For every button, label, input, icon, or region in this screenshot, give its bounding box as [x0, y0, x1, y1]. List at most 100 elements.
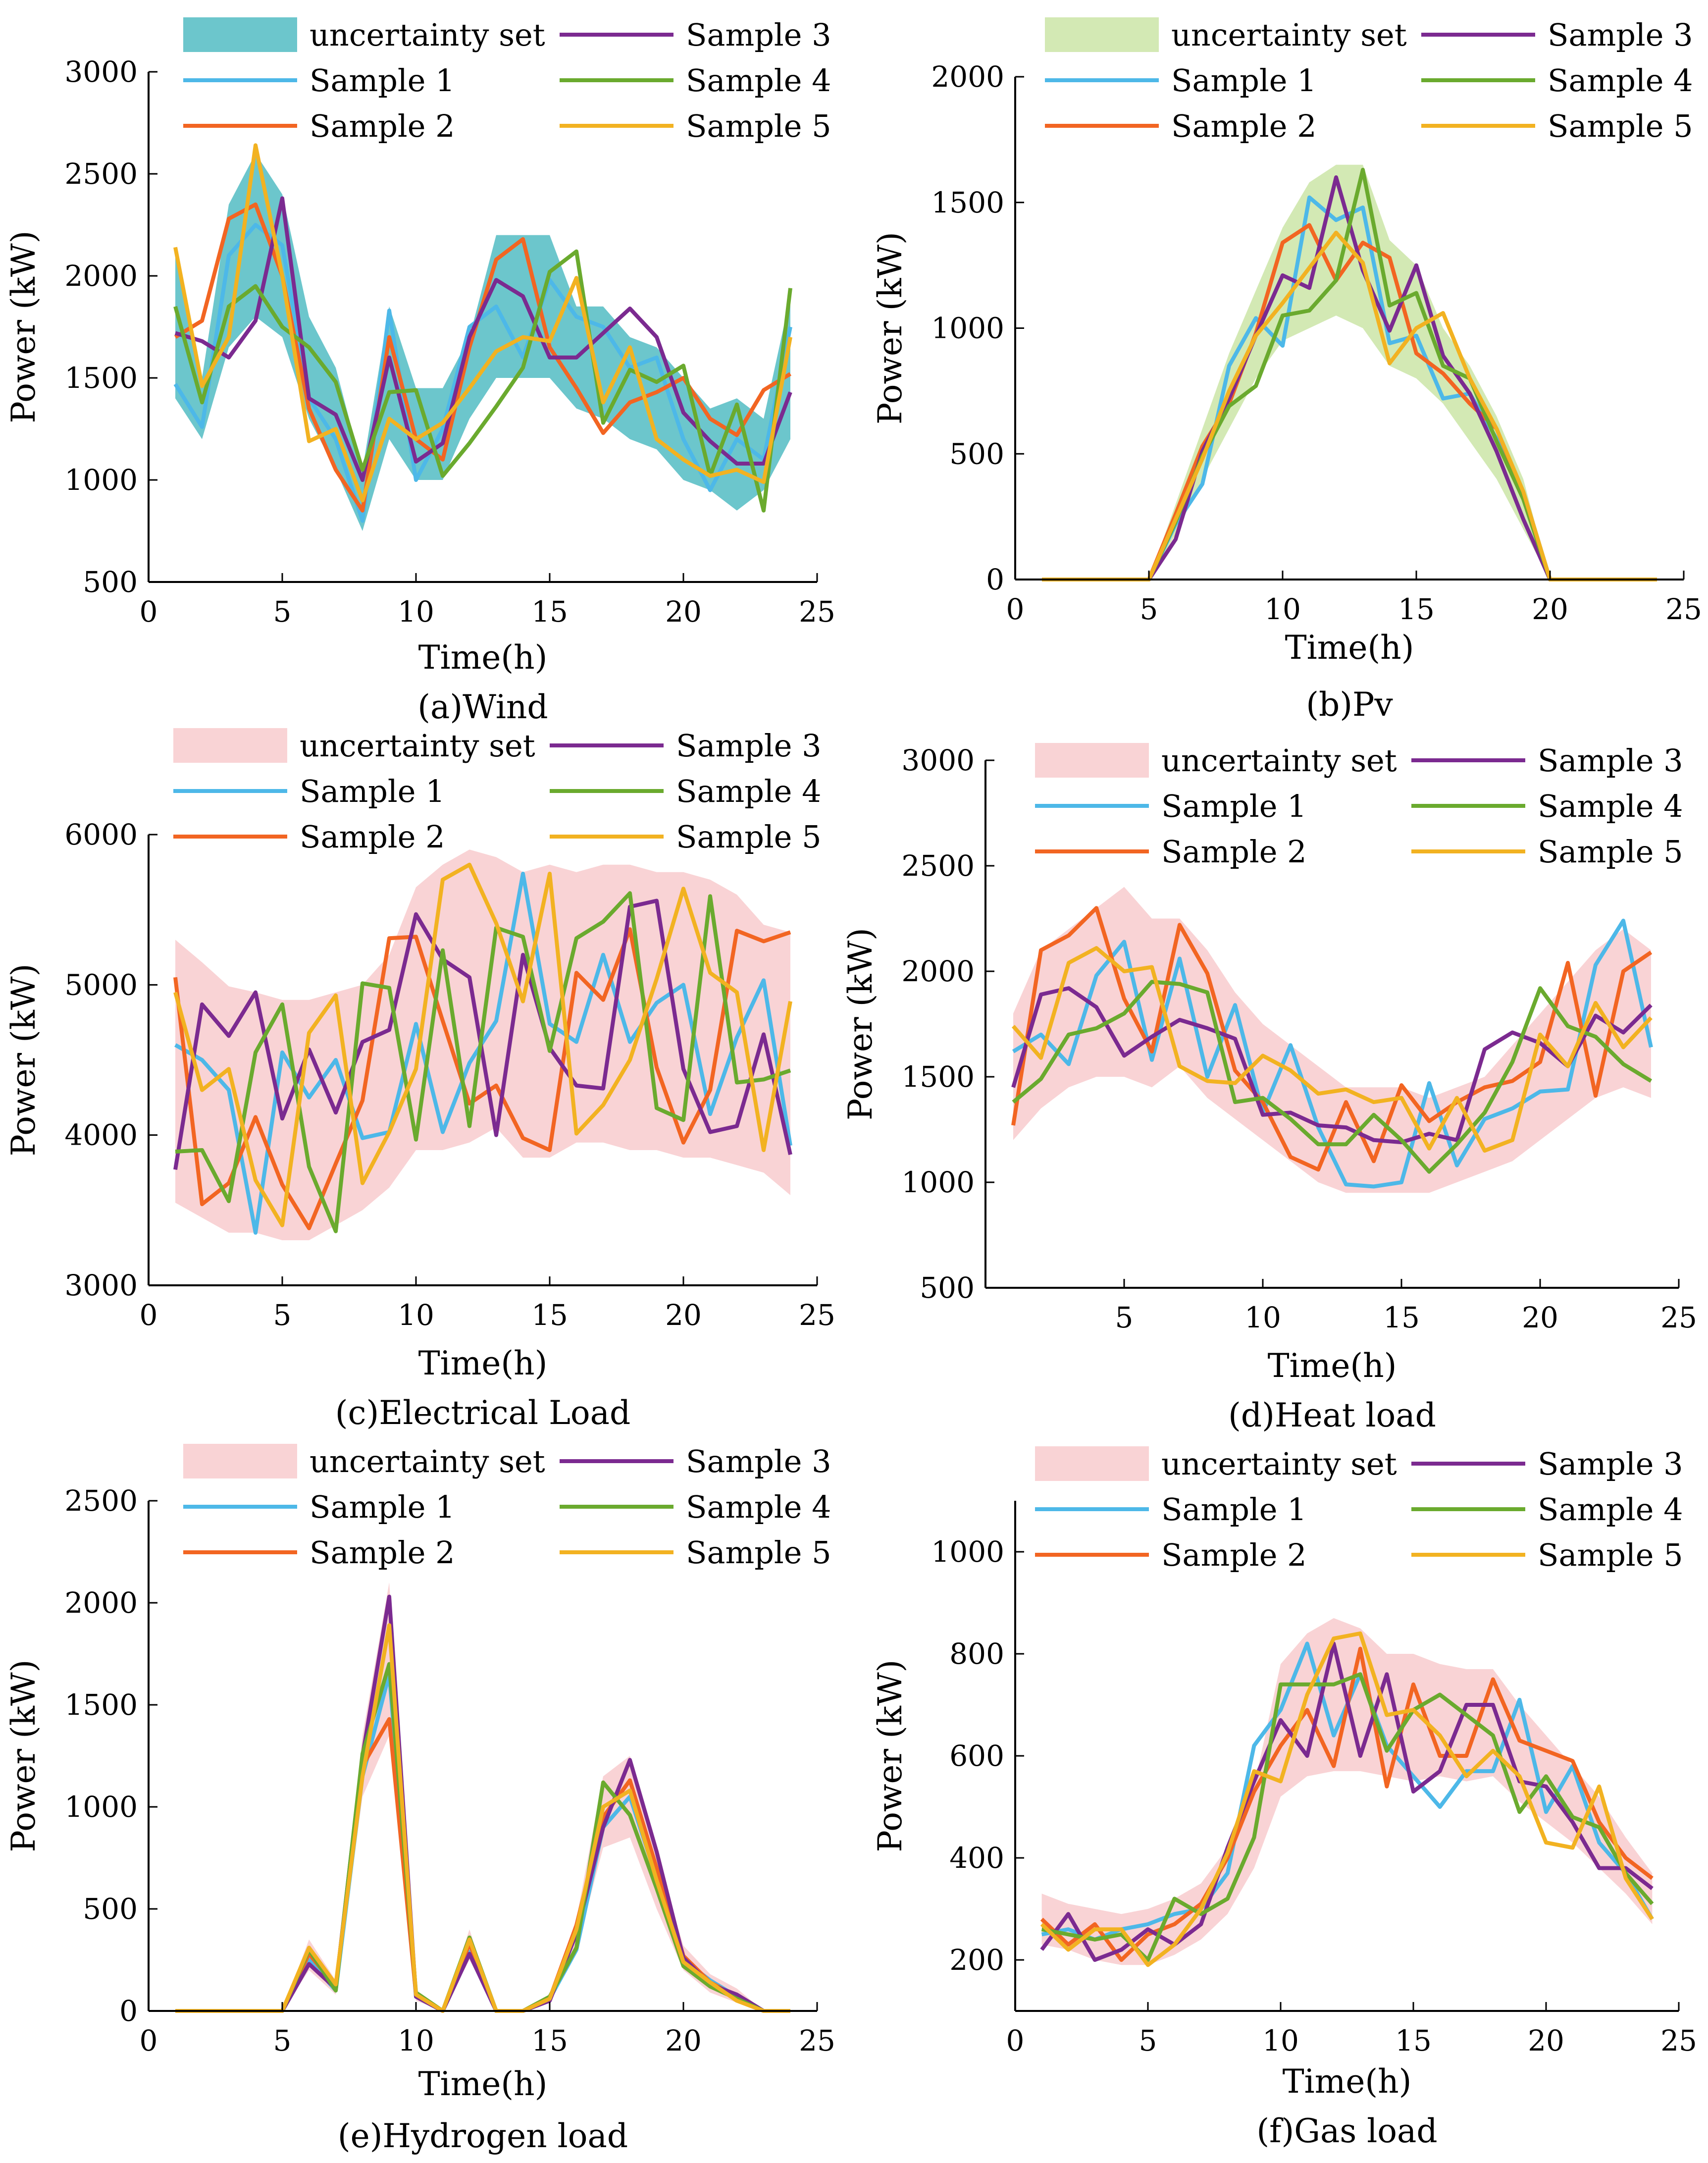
series-line-sample-5	[173, 862, 792, 1227]
y-tick-label: 6000	[64, 818, 138, 851]
y-tick-label: 2000	[901, 954, 975, 988]
y-tick-label: 1500	[931, 186, 1004, 219]
legend-label: uncertainty set	[1161, 1446, 1397, 1482]
x-tick-label: 5	[273, 2024, 292, 2057]
series-line-sample-4	[1012, 980, 1653, 1174]
x-tick-label: 15	[1383, 1301, 1420, 1334]
series-line-sample-1	[174, 871, 792, 1235]
y-tick-label: 3000	[64, 1268, 138, 1302]
chart-panel-6: 0 5 10 15 20 25 200 400 600 800 1000 Time(h) Power (…	[871, 1446, 1697, 2150]
legend-label: Sample 5	[1538, 1537, 1683, 1573]
uncertainty-band	[175, 1582, 790, 2011]
x-axis-label: Time(h)	[1283, 2062, 1412, 2101]
legend-label: Sample 1	[1171, 62, 1317, 99]
series-line-sample-1	[173, 223, 792, 523]
x-tick-label: 0	[140, 1298, 158, 1332]
x-axis-label: Time(h)	[418, 638, 548, 677]
legend-label: Sample 1	[1161, 1491, 1307, 1528]
legend-label: uncertainty set	[310, 1443, 545, 1479]
chart-panel-2: 0 5 10 15 20 25 0 500 1000 1500 2000 Time(h) Power (…	[871, 17, 1702, 724]
y-axis-label: Power (kW)	[871, 1660, 909, 1852]
legend: uncertainty set Sample 1 Sample 2 Sample 3 S…	[183, 17, 831, 144]
x-tick-label: 0	[140, 595, 158, 629]
y-tick-label: 2500	[901, 849, 975, 883]
x-tick-label: 15	[531, 1298, 568, 1332]
x-tick-label: 0	[1006, 592, 1025, 626]
series-line-sample-5	[1011, 946, 1653, 1153]
x-tick-label: 20	[1528, 2024, 1564, 2057]
legend-label: Sample 5	[676, 819, 822, 855]
panel-caption: (b)Pv	[1306, 686, 1393, 724]
legend-label: Sample 2	[310, 108, 455, 144]
x-tick-label: 25	[1660, 1301, 1697, 1334]
legend-label: Sample 2	[310, 1534, 455, 1571]
y-tick-label: 1000	[64, 463, 138, 497]
x-tick-label: 10	[1262, 2024, 1299, 2057]
panel-caption: (f)Gas load	[1256, 2112, 1437, 2150]
chart-panel-4: 5 10 15 20 25 500 1000 1500 2000 2500 3000 Time(h) P…	[841, 742, 1697, 1434]
x-tick-label: 5	[1140, 592, 1158, 626]
chart-panel-5: 0 5 10 15 20 25 0 500 1000 1500 2000 2500 Time(h) Pow…	[4, 1443, 835, 2155]
legend-label: Sample 4	[1538, 788, 1683, 824]
legend-label: Sample 1	[300, 773, 445, 809]
series-line-sample-1	[175, 1672, 790, 2013]
y-tick-label: 500	[920, 1271, 975, 1305]
legend: uncertainty set Sample 1 Sample 2 Sample 3 S…	[1045, 17, 1693, 144]
legend-label: Sample 5	[686, 1534, 831, 1571]
legend-swatch-band	[1045, 17, 1159, 52]
series-line-sample-4	[173, 249, 792, 513]
y-tick-label: 3000	[901, 743, 975, 777]
y-tick-label: 1500	[64, 1688, 138, 1722]
x-tick-label: 20	[665, 1298, 702, 1332]
y-tick-label: 5000	[64, 968, 138, 1002]
x-tick-label: 20	[1522, 1301, 1558, 1334]
legend-label: Sample 1	[310, 1489, 455, 1525]
legend: uncertainty set Sample 1 Sample 2 Sample 3 S…	[183, 1443, 831, 1571]
x-tick-label: 15	[531, 595, 568, 629]
series-line-sample-2	[173, 927, 791, 1230]
x-axis-label: Time(h)	[1268, 1347, 1397, 1385]
legend: uncertainty set Sample 1 Sample 2 Sample 3 S…	[1035, 1446, 1683, 1573]
x-tick-label: 5	[273, 595, 292, 629]
panel-caption: (d)Heat load	[1228, 1396, 1436, 1434]
series-line-sample-1	[1012, 918, 1653, 1189]
y-tick-label: 500	[949, 437, 1004, 471]
legend-label: Sample 2	[300, 819, 445, 855]
y-tick-label: 2000	[931, 60, 1004, 94]
x-tick-label: 0	[1006, 2024, 1025, 2057]
legend-label: Sample 3	[686, 17, 831, 53]
legend-label: Sample 2	[1171, 108, 1317, 144]
legend-label: uncertainty set	[1171, 17, 1407, 53]
legend-label: Sample 3	[676, 728, 822, 764]
legend: uncertainty set Sample 1 Sample 2 Sample 3 S…	[173, 728, 822, 855]
legend-label: Sample 5	[1538, 834, 1683, 870]
legend-label: uncertainty set	[300, 728, 535, 764]
panel-caption: (a)Wind	[417, 688, 548, 726]
series-line-sample-4	[175, 1662, 790, 2013]
x-tick-label: 25	[1665, 592, 1702, 626]
y-tick-label: 2000	[64, 1586, 138, 1620]
y-axis-label: Power (kW)	[4, 1660, 43, 1852]
y-axis-label: Power (kW)	[841, 928, 880, 1120]
x-axis-label: Time(h)	[418, 2065, 548, 2103]
x-tick-label: 5	[1139, 2024, 1157, 2057]
series-line-sample-3	[1040, 1641, 1654, 1962]
legend-label: Sample 3	[1548, 17, 1693, 53]
legend-swatch-band	[1035, 743, 1149, 778]
legend-label: Sample 4	[686, 1489, 831, 1525]
x-axis-label: Time(h)	[1285, 629, 1414, 667]
legend-label: Sample 2	[1161, 1537, 1307, 1573]
x-tick-label: 20	[665, 595, 702, 629]
x-tick-label: 20	[1532, 592, 1568, 626]
legend-label: Sample 4	[676, 773, 822, 809]
series-line-sample-4	[175, 891, 791, 1233]
y-tick-label: 1000	[64, 1790, 138, 1824]
y-tick-label: 3000	[64, 55, 138, 89]
legend-label: uncertainty set	[1161, 742, 1397, 779]
legend-label: uncertainty set	[310, 17, 545, 53]
x-tick-label: 25	[1660, 2024, 1697, 2057]
series-line-sample-4	[1041, 1672, 1654, 1962]
legend-label: Sample 2	[1161, 834, 1307, 870]
x-tick-label: 25	[799, 1298, 835, 1332]
y-tick-label: 1500	[64, 361, 138, 395]
